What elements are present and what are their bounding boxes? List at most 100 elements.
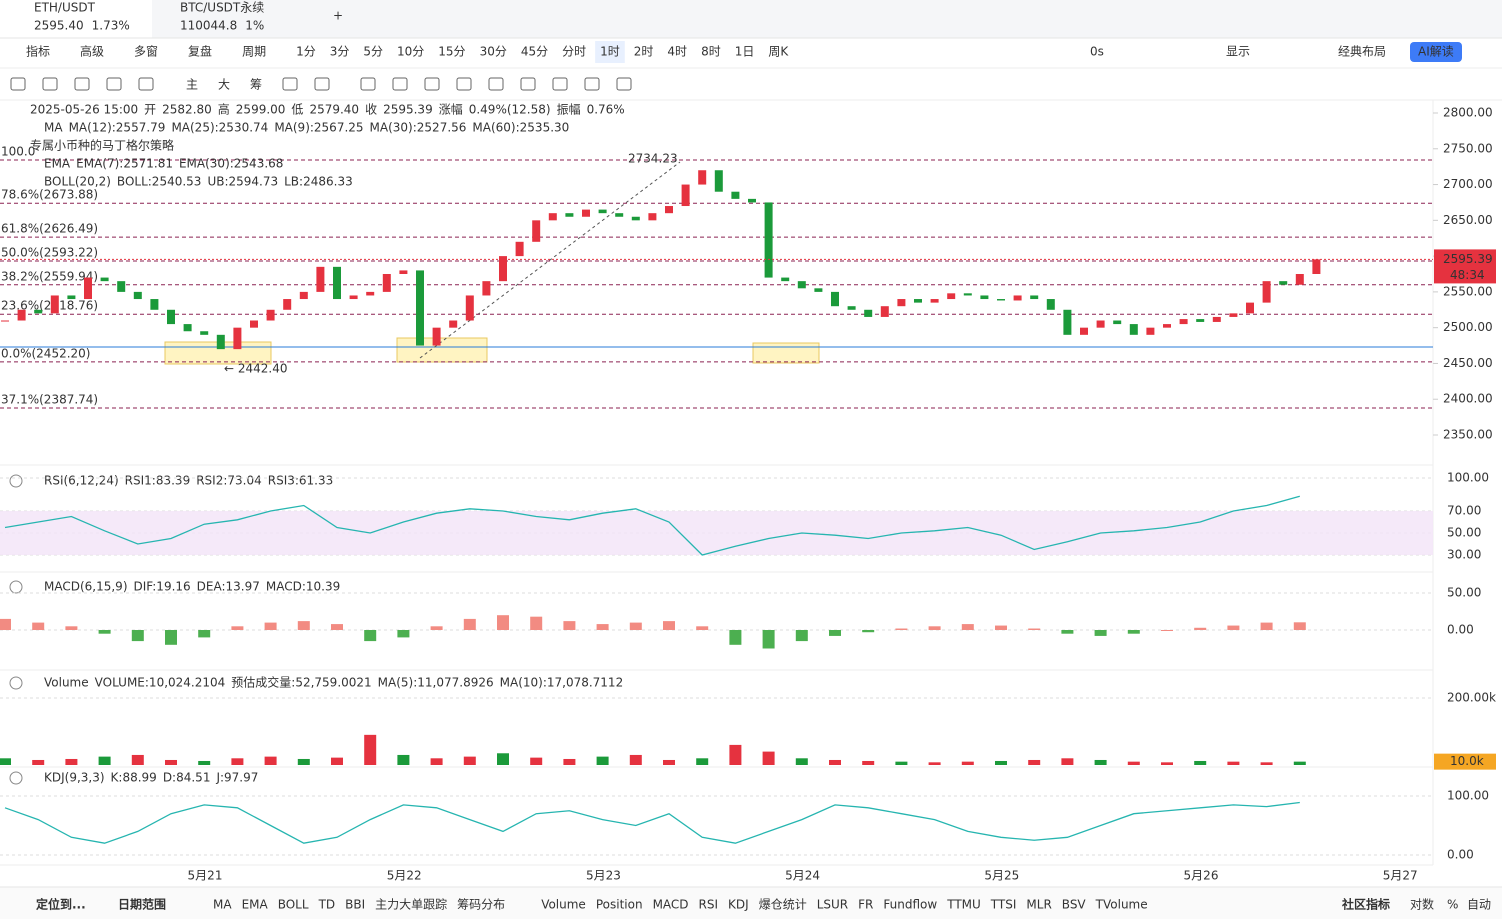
toolbar-item[interactable]: 3分 bbox=[330, 45, 350, 59]
bottom-indicator[interactable]: TVolume bbox=[1095, 898, 1148, 912]
toolbar-item[interactable]: 复盘 bbox=[188, 44, 212, 59]
tab-symbol[interactable]: ETH/USDT bbox=[34, 1, 96, 15]
bottom-indicator[interactable]: BSV bbox=[1062, 898, 1087, 912]
bottom-indicator[interactable]: EMA bbox=[242, 898, 269, 912]
candle bbox=[797, 281, 806, 289]
toolbar-item[interactable]: 1日 bbox=[735, 45, 755, 59]
bottom-indicator[interactable]: LSUR bbox=[817, 898, 848, 912]
toolbar-item[interactable]: 1时 bbox=[600, 45, 620, 59]
toolbar-item[interactable]: 高级 bbox=[80, 44, 104, 59]
tool-icon[interactable] bbox=[360, 77, 376, 91]
toolbar-right-item[interactable]: 显示 bbox=[1226, 45, 1250, 59]
tool-icon[interactable] bbox=[616, 77, 632, 91]
tool-icon[interactable] bbox=[282, 77, 298, 91]
bottom-right[interactable]: 自动 bbox=[1467, 898, 1491, 912]
collapse-icon[interactable] bbox=[9, 474, 23, 488]
toolbar-item[interactable]: 4时 bbox=[667, 45, 687, 59]
macd-bar bbox=[331, 624, 343, 630]
bottom-indicator[interactable]: BOLL bbox=[278, 898, 309, 912]
bottom-indicator[interactable]: 爆仓统计 bbox=[759, 898, 807, 912]
candle bbox=[432, 327, 441, 346]
bottom-right[interactable]: 对数 bbox=[1410, 897, 1434, 912]
bottom-left[interactable]: 日期范围 bbox=[118, 897, 166, 912]
toolbar-right-item[interactable]: 0s bbox=[1090, 45, 1104, 59]
tool-icon[interactable] bbox=[138, 77, 154, 91]
tool-icon[interactable] bbox=[42, 77, 58, 91]
bottom-indicator[interactable]: MA bbox=[213, 898, 232, 912]
toolbar-item[interactable]: 15分 bbox=[438, 45, 465, 59]
volume-bar bbox=[663, 759, 675, 765]
bottom-right[interactable]: 社区指标 bbox=[1341, 897, 1390, 912]
toolbar-item[interactable]: 周K bbox=[768, 45, 789, 59]
tool-icon[interactable] bbox=[456, 77, 472, 91]
tool-icon[interactable] bbox=[106, 77, 122, 91]
bottom-indicator[interactable]: TTMU bbox=[946, 898, 981, 912]
add-tab[interactable]: + bbox=[333, 9, 343, 23]
toolbar-item[interactable]: 分时 bbox=[562, 45, 586, 59]
draw-tool[interactable]: 主 bbox=[186, 78, 198, 92]
toolbar-item[interactable]: 1分 bbox=[296, 45, 316, 59]
tab-change[interactable]: 1% bbox=[245, 19, 264, 33]
bottom-indicator[interactable]: Fundflow bbox=[883, 898, 937, 912]
collapse-icon[interactable] bbox=[9, 771, 23, 785]
toolbar-item[interactable]: 8时 bbox=[701, 45, 721, 59]
collapse-icon[interactable] bbox=[9, 580, 23, 594]
bottom-indicator[interactable]: TTSI bbox=[990, 898, 1017, 912]
tool-icon[interactable] bbox=[424, 77, 440, 91]
toolbar-item[interactable]: 2时 bbox=[634, 45, 654, 59]
toolbar-item[interactable]: 10分 bbox=[397, 45, 424, 59]
indicator-info: 收 bbox=[365, 103, 377, 117]
candle bbox=[499, 256, 507, 282]
bottom-indicator[interactable]: MLR bbox=[1026, 898, 1051, 912]
bottom-right[interactable]: % bbox=[1447, 898, 1458, 912]
bottom-indicator[interactable]: BBI bbox=[345, 898, 365, 912]
tool-icon[interactable] bbox=[520, 77, 536, 91]
volume-bar bbox=[331, 757, 343, 765]
tab-change[interactable]: 1.73% bbox=[92, 19, 130, 33]
panel-header: RSI3:61.33 bbox=[268, 474, 334, 488]
tab-price[interactable]: 2595.40 bbox=[34, 19, 84, 33]
bottom-left[interactable]: 定位到... bbox=[36, 897, 86, 912]
candle bbox=[1262, 281, 1271, 303]
draw-tool[interactable]: 大 bbox=[218, 78, 230, 92]
tool-icon[interactable] bbox=[488, 77, 504, 91]
draw-tool[interactable]: 筹 bbox=[250, 78, 262, 92]
ai-button[interactable] bbox=[1410, 42, 1462, 62]
volume-bar bbox=[530, 757, 543, 765]
bottom-indicator[interactable]: FR bbox=[858, 898, 873, 912]
toolbar-right-item[interactable]: AI解读 bbox=[1418, 45, 1454, 59]
fib-label: 0.0%(2452.20) bbox=[1, 346, 90, 360]
candle bbox=[283, 299, 292, 310]
toolbar-item[interactable]: 5分 bbox=[363, 45, 383, 59]
toolbar-right-item[interactable]: 经典布局 bbox=[1338, 45, 1386, 59]
bottom-indicator[interactable]: 筹码分布 bbox=[457, 898, 505, 912]
volume-bar bbox=[829, 759, 841, 765]
candle bbox=[897, 299, 906, 307]
bottom-indicator[interactable]: MACD bbox=[653, 898, 689, 912]
tab-symbol[interactable]: BTC/USDT永续 bbox=[180, 1, 264, 15]
toolbar-item[interactable]: 45分 bbox=[521, 45, 548, 59]
bottom-indicator[interactable]: KDJ bbox=[728, 898, 749, 912]
toolbar-item[interactable]: 周期 bbox=[242, 45, 266, 59]
active-tab[interactable] bbox=[0, 0, 152, 38]
tool-icon[interactable] bbox=[10, 77, 26, 91]
collapse-icon[interactable] bbox=[9, 676, 23, 690]
bottom-indicator[interactable]: Position bbox=[596, 898, 643, 912]
tool-icon[interactable] bbox=[552, 77, 568, 91]
bottom-indicator[interactable]: RSI bbox=[699, 898, 719, 912]
tab-price[interactable]: 110044.8 bbox=[180, 19, 237, 33]
toolbar-item[interactable]: 30分 bbox=[480, 45, 507, 59]
tool-icon[interactable] bbox=[314, 77, 330, 91]
bottom-indicator[interactable]: 主力大单跟踪 bbox=[375, 898, 447, 912]
macd-bar bbox=[430, 626, 443, 630]
tool-icon[interactable] bbox=[74, 77, 90, 91]
fib-label: 38.2%(2559.94) bbox=[1, 269, 98, 283]
indicator-info: MA(60):2535.30 bbox=[472, 121, 569, 135]
toolbar-item[interactable]: 指标 bbox=[26, 44, 50, 59]
toolbar-item[interactable]: 多窗 bbox=[134, 45, 158, 59]
tool-icon[interactable] bbox=[392, 77, 408, 91]
panel-tick-label: 200.00k bbox=[1447, 691, 1496, 705]
bottom-indicator[interactable]: TD bbox=[318, 898, 336, 912]
tool-icon[interactable] bbox=[584, 77, 600, 91]
bottom-indicator[interactable]: Volume bbox=[541, 898, 586, 912]
